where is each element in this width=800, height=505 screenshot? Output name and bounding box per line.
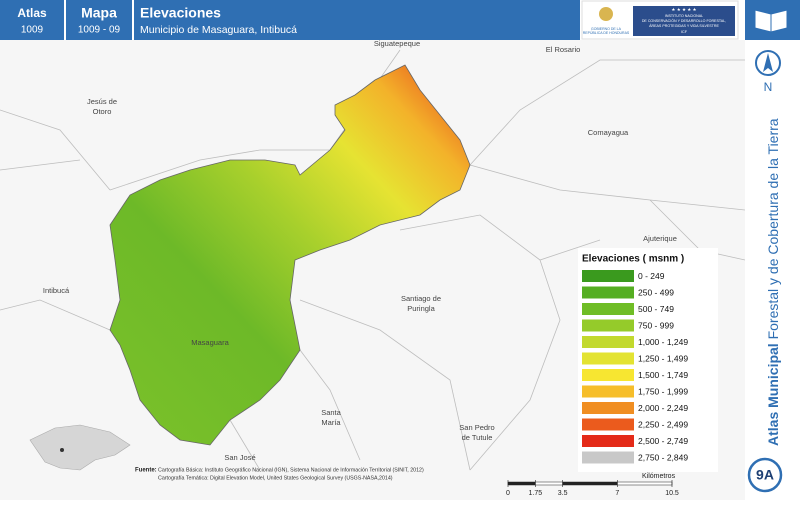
place-label: Puringla: [407, 304, 435, 313]
scale-segment: [562, 481, 618, 486]
legend-label: 0 - 249: [638, 271, 665, 281]
badge-circle: [747, 457, 783, 493]
mapa-label: Mapa: [81, 5, 117, 21]
legend-swatch: [582, 369, 634, 381]
title-box: [134, 0, 580, 40]
atlas-box: [0, 0, 64, 40]
sidebar-bold: Atlas Municipal: [765, 343, 781, 446]
government-emblem: [599, 7, 613, 21]
legend-label: 1,000 - 1,249: [638, 337, 688, 347]
place-label: de Tutule: [462, 433, 493, 442]
scale-tick-label: 0: [506, 490, 510, 497]
scale-tick-label: 1.75: [529, 490, 543, 497]
map-title: Elevaciones: [140, 5, 221, 21]
book-icon: [754, 9, 788, 33]
legend-label: 1,500 - 1,749: [638, 370, 688, 380]
legend-items: 0 - 249 250 - 499 500 - 749 750 - 999 1,000 …: [582, 270, 688, 464]
atlas-label: Atlas: [17, 6, 47, 20]
government-text: REPÚBLICA DE HONDURAS: [583, 31, 630, 35]
legend-swatch: [582, 303, 634, 315]
legend-title: Elevaciones ( msnm ): [582, 254, 684, 265]
scale-segment: [617, 481, 673, 486]
place-label: San José: [224, 453, 255, 462]
scale-segment: [507, 481, 536, 486]
legend-label: 1,750 - 1,999: [638, 386, 688, 396]
legend-swatch: [582, 352, 634, 365]
sources-label: Fuente:: [135, 468, 157, 474]
legend-swatch: [582, 286, 634, 299]
place-label: Ajuterique: [643, 234, 677, 243]
legend-label: 2,500 - 2,749: [638, 436, 688, 446]
institute-box: [633, 6, 735, 36]
inset-country: [29, 424, 131, 471]
sidebar-rest: Forestal y de Cobertura de la Tierra: [765, 118, 781, 339]
north-arrow: [763, 53, 773, 72]
municipality-elevation: [109, 64, 471, 446]
legend-swatch: [582, 385, 634, 398]
legend-label: 2,000 - 2,249: [638, 403, 688, 413]
legend-label: 2,750 - 2,849: [638, 452, 688, 462]
place-label: María: [321, 418, 341, 427]
place-label: Siguatepeque: [374, 39, 420, 48]
institute-text: ICF: [681, 29, 688, 34]
place-label: Intibucá: [43, 286, 70, 295]
legend-swatch: [582, 418, 634, 431]
legend-label: 1,250 - 1,499: [638, 353, 688, 363]
legend-label: 2,250 - 2,499: [638, 419, 688, 429]
mapa-number: 1009 - 09: [78, 25, 121, 36]
place-label: Santiago de: [401, 294, 441, 303]
inset-location: [60, 448, 64, 452]
north-label: N: [764, 80, 773, 94]
place-label: Masaguara: [191, 338, 229, 347]
atlas-number: 1009: [21, 25, 44, 36]
legend-label: 500 - 749: [638, 304, 674, 314]
badge: 9A: [756, 467, 774, 483]
legend-swatch: [582, 336, 634, 348]
scale-tick-label: 7: [615, 490, 619, 497]
legend-swatch: [582, 270, 634, 282]
legend-label: 250 - 499: [638, 287, 674, 297]
place-label: Santa: [321, 408, 341, 417]
institute-text: ÁREAS PROTEGIDAS Y VIDA SILVESTRE: [649, 24, 719, 28]
map-subtitle: Municipio de Masaguara, Intibucá: [140, 24, 297, 36]
government-text: GOBIERNO DE LA: [591, 27, 622, 31]
scale-tick-label: 3.5: [558, 490, 568, 497]
legend-swatch: [582, 402, 634, 414]
institute-text: INSTITUTO NACIONAL: [665, 14, 703, 18]
scale-bar: 0 1.75 3.5 7 10.5 Kilómetros: [506, 473, 679, 497]
institute-text: ★ ★ ★ ★ ★: [671, 7, 696, 12]
legend-swatch: [582, 435, 634, 447]
mapa-box: [66, 0, 132, 40]
institute-text: DE CONSERVACIÓN Y DESARROLLO FORESTAL,: [642, 18, 726, 23]
legend-label: 750 - 999: [638, 320, 674, 330]
sidebar-title: Atlas Municipal Forestal y de Cobertura …: [765, 118, 781, 446]
sources-line: Cartografía Temática: Digital Elevation …: [158, 475, 393, 481]
place-label: San Pedro: [459, 423, 494, 432]
legend-swatch: [582, 451, 634, 464]
place-label: Comayagua: [588, 128, 629, 137]
legend-swatch: [582, 319, 634, 332]
scale-tick-label: 10.5: [665, 490, 679, 497]
sources-line: Cartografía Básica: Instituto Geográfico…: [158, 467, 424, 473]
place-label: El Rosario: [546, 45, 581, 54]
place-label: Jesús de: [87, 97, 117, 106]
scale-segment: [535, 481, 563, 486]
place-label: Otoro: [93, 107, 112, 116]
scale-unit: Kilómetros: [642, 473, 676, 480]
